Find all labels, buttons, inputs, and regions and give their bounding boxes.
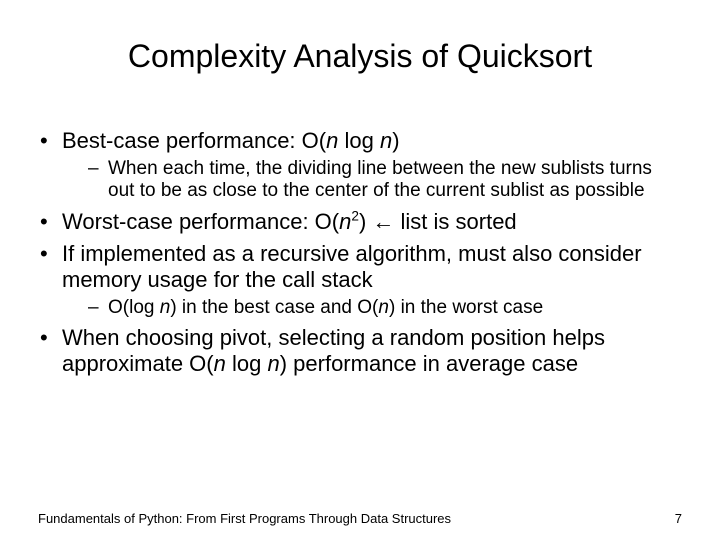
slide-title: Complexity Analysis of Quicksort (0, 38, 720, 75)
bullet-worst-case: Worst-case performance: O(n2) ← list is … (38, 209, 682, 235)
text: Best-case performance: O( (62, 128, 326, 153)
slide: Complexity Analysis of Quicksort Best-ca… (0, 0, 720, 540)
bullet-memory: If implemented as a recursive algorithm,… (38, 241, 682, 319)
slide-body: Best-case performance: O(n log n) When e… (38, 128, 682, 383)
footer-text: Fundamentals of Python: From First Progr… (38, 511, 451, 526)
text: list is sorted (394, 209, 516, 234)
text: ) in the best case and O( (170, 297, 378, 318)
bullet-best-case: Best-case performance: O(n log n) When e… (38, 128, 682, 203)
sub-list: O(log n) in the best case and O(n) in th… (62, 297, 682, 319)
text: ) (359, 209, 372, 234)
bullet-pivot: When choosing pivot, selecting a random … (38, 325, 682, 377)
var-n: n (160, 297, 171, 318)
text: ) in the worst case (389, 297, 543, 318)
text: Worst-case performance: O( (62, 209, 339, 234)
var-n: n (326, 128, 338, 153)
sub-bullet: O(log n) in the best case and O(n) in th… (62, 297, 682, 319)
bullet-list: Best-case performance: O(n log n) When e… (38, 128, 682, 377)
text: ) performance in average case (280, 351, 578, 376)
var-n: n (380, 128, 392, 153)
var-n: n (378, 297, 389, 318)
arrow-left-icon: ← (372, 209, 394, 234)
var-n: n (339, 209, 351, 234)
text: O(log (108, 297, 160, 318)
text: log (338, 128, 380, 153)
sub-bullet: When each time, the dividing line betwee… (62, 158, 682, 203)
superscript: 2 (351, 208, 359, 223)
var-n: n (214, 351, 226, 376)
text: log (226, 351, 268, 376)
text: If implemented as a recursive algorithm,… (62, 241, 642, 292)
page-number: 7 (675, 511, 682, 526)
var-n: n (267, 351, 279, 376)
sub-list: When each time, the dividing line betwee… (62, 158, 682, 203)
text: ) (392, 128, 399, 153)
